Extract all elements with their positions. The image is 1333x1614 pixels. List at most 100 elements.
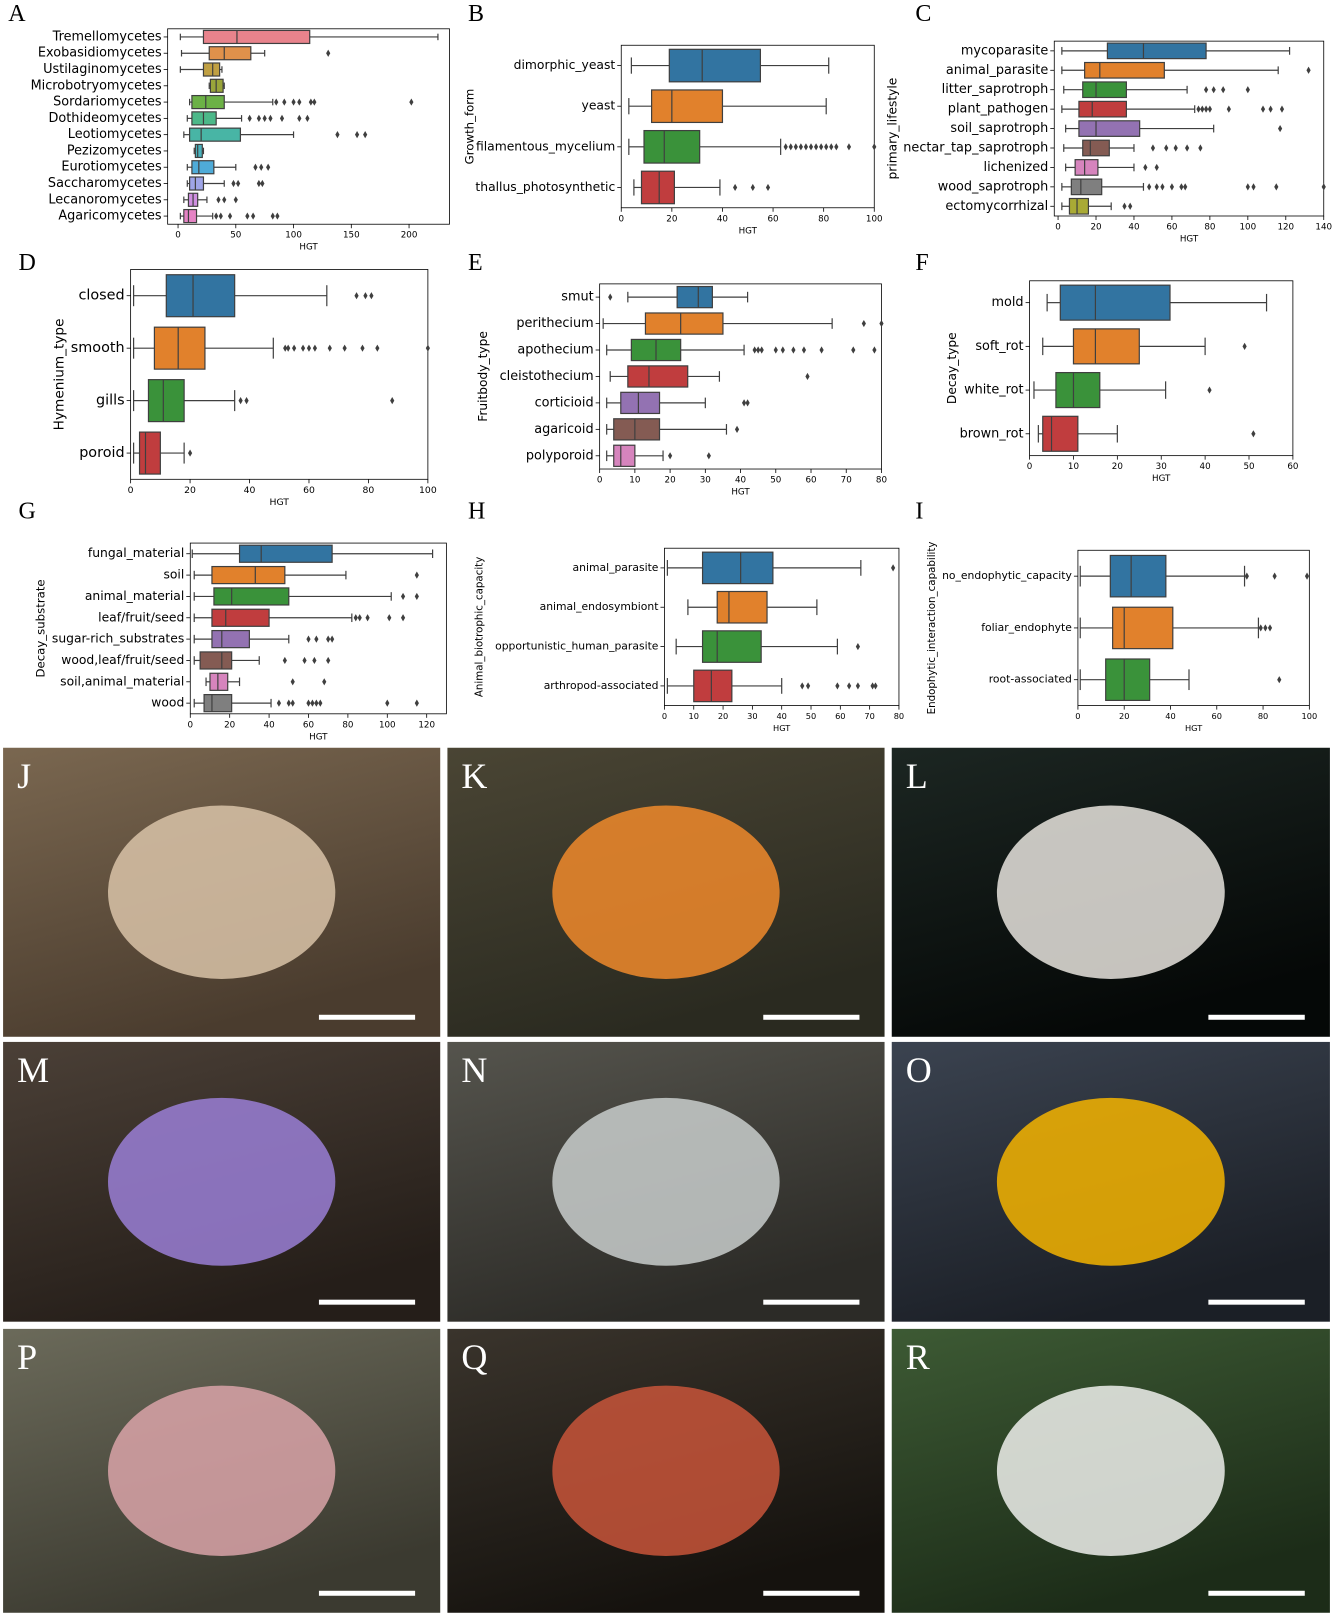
outlier bbox=[872, 143, 877, 151]
y-axis-label: Decay_type bbox=[945, 332, 959, 404]
photo-letter: R bbox=[906, 1337, 930, 1377]
x-tick-label: 80 bbox=[818, 214, 829, 224]
x-tick-label: 50 bbox=[770, 476, 781, 486]
outlier bbox=[218, 212, 223, 220]
x-tick-label: 100 bbox=[285, 231, 302, 241]
y-tick-label: Leotiomycetes bbox=[68, 127, 162, 142]
outlier bbox=[890, 564, 896, 572]
x-tick-label: 80 bbox=[363, 485, 375, 496]
panel-letter: D bbox=[19, 250, 36, 276]
y-tick-label: Exobasidiomycetes bbox=[38, 46, 162, 61]
outlier bbox=[227, 212, 233, 220]
outlier bbox=[1211, 86, 1216, 94]
outlier bbox=[752, 346, 757, 354]
chart-panel: B 0 20 40 60 80 100 HGT Growth_form dimorphic_yea… bbox=[463, 1, 883, 236]
outlier bbox=[222, 196, 227, 204]
outlier bbox=[275, 212, 280, 220]
box bbox=[208, 46, 252, 61]
outlier bbox=[829, 143, 834, 151]
outlier bbox=[297, 114, 302, 122]
outlier bbox=[244, 397, 249, 405]
outlier bbox=[369, 292, 374, 300]
outlier bbox=[279, 114, 285, 122]
box bbox=[191, 94, 225, 110]
outlier bbox=[1200, 105, 1205, 113]
x-tick-label: 0 bbox=[662, 711, 667, 721]
outlier bbox=[259, 163, 264, 171]
outlier bbox=[835, 682, 840, 690]
box bbox=[211, 629, 250, 649]
outlier bbox=[1154, 183, 1159, 191]
plot-frame bbox=[167, 28, 450, 225]
y-tick-label: dimorphic_yeast bbox=[514, 58, 616, 72]
box bbox=[1082, 81, 1127, 99]
x-tick-label: 60 bbox=[303, 720, 314, 730]
box bbox=[668, 48, 762, 83]
box bbox=[1105, 658, 1151, 702]
outlier bbox=[851, 346, 856, 354]
box bbox=[1074, 159, 1099, 176]
box bbox=[643, 129, 701, 164]
box bbox=[651, 89, 724, 124]
box bbox=[213, 587, 290, 606]
outlier bbox=[400, 592, 406, 601]
outlier bbox=[1203, 105, 1209, 113]
box bbox=[1068, 197, 1090, 215]
y-tick-label: arthropod-associated bbox=[544, 679, 659, 692]
photo-panel: Q bbox=[447, 1328, 885, 1613]
outlier bbox=[276, 699, 282, 707]
x-tick-label: 20 bbox=[1119, 711, 1129, 721]
x-tick-label: 0 bbox=[128, 485, 134, 496]
plot-frame bbox=[189, 542, 447, 715]
outlier bbox=[306, 699, 311, 707]
outlier bbox=[354, 292, 359, 300]
outlier bbox=[385, 699, 390, 707]
panel-letter: H bbox=[468, 499, 485, 525]
outlier bbox=[1277, 124, 1283, 133]
outlier bbox=[1306, 66, 1311, 74]
outlier bbox=[308, 98, 313, 106]
outlier bbox=[1198, 144, 1203, 152]
y-tick-label: Agaricomycetes bbox=[58, 209, 162, 224]
photo-panel: J bbox=[3, 747, 441, 1037]
outlier bbox=[1160, 183, 1165, 191]
panel-letter: G bbox=[19, 499, 36, 525]
x-tick-label: 40 bbox=[717, 214, 728, 224]
y-tick-label: plant_pathogen bbox=[948, 102, 1048, 117]
x-tick-label: 20 bbox=[184, 485, 196, 496]
outlier bbox=[1274, 183, 1279, 191]
x-tick-label: 60 bbox=[767, 214, 778, 224]
outlier bbox=[1221, 86, 1226, 94]
photo-panel: L bbox=[891, 747, 1330, 1037]
outlier bbox=[813, 143, 819, 151]
box bbox=[1112, 606, 1174, 650]
box bbox=[165, 274, 236, 318]
outlier bbox=[1279, 105, 1285, 113]
y-tick-label: Dothideomycetes bbox=[49, 111, 162, 126]
outlier bbox=[266, 163, 271, 171]
x-tick-label: 60 bbox=[1287, 462, 1298, 472]
y-axis-label: Hymenium_type bbox=[52, 318, 68, 430]
box bbox=[188, 127, 242, 142]
outlier bbox=[291, 98, 296, 106]
x-tick-label: 70 bbox=[864, 711, 874, 721]
plot-frame bbox=[130, 269, 429, 480]
outlier bbox=[326, 635, 331, 643]
x-tick-label: 0 bbox=[1075, 711, 1080, 721]
box bbox=[1078, 100, 1127, 118]
x-tick-label: 80 bbox=[876, 476, 887, 486]
chart-panel: F 0 10 20 30 40 50 60 HGT Decay_type mold soft_rotw… bbox=[915, 250, 1298, 484]
y-tick-label: no_endophytic_capacity bbox=[942, 569, 1072, 582]
outlier bbox=[1150, 144, 1156, 152]
outlier bbox=[1154, 163, 1159, 172]
outlier bbox=[1207, 105, 1212, 113]
outlier bbox=[238, 397, 243, 405]
photo-letter: K bbox=[461, 756, 487, 796]
y-tick-label: white_rot bbox=[964, 383, 1023, 398]
x-tick-label: 150 bbox=[343, 231, 360, 241]
photo-panel: K bbox=[447, 747, 885, 1037]
x-tick-label: 40 bbox=[244, 485, 256, 496]
y-tick-label: wood,leaf/fruit/seed bbox=[61, 653, 184, 667]
outlier bbox=[326, 49, 331, 57]
y-tick-label: smut bbox=[561, 290, 593, 305]
